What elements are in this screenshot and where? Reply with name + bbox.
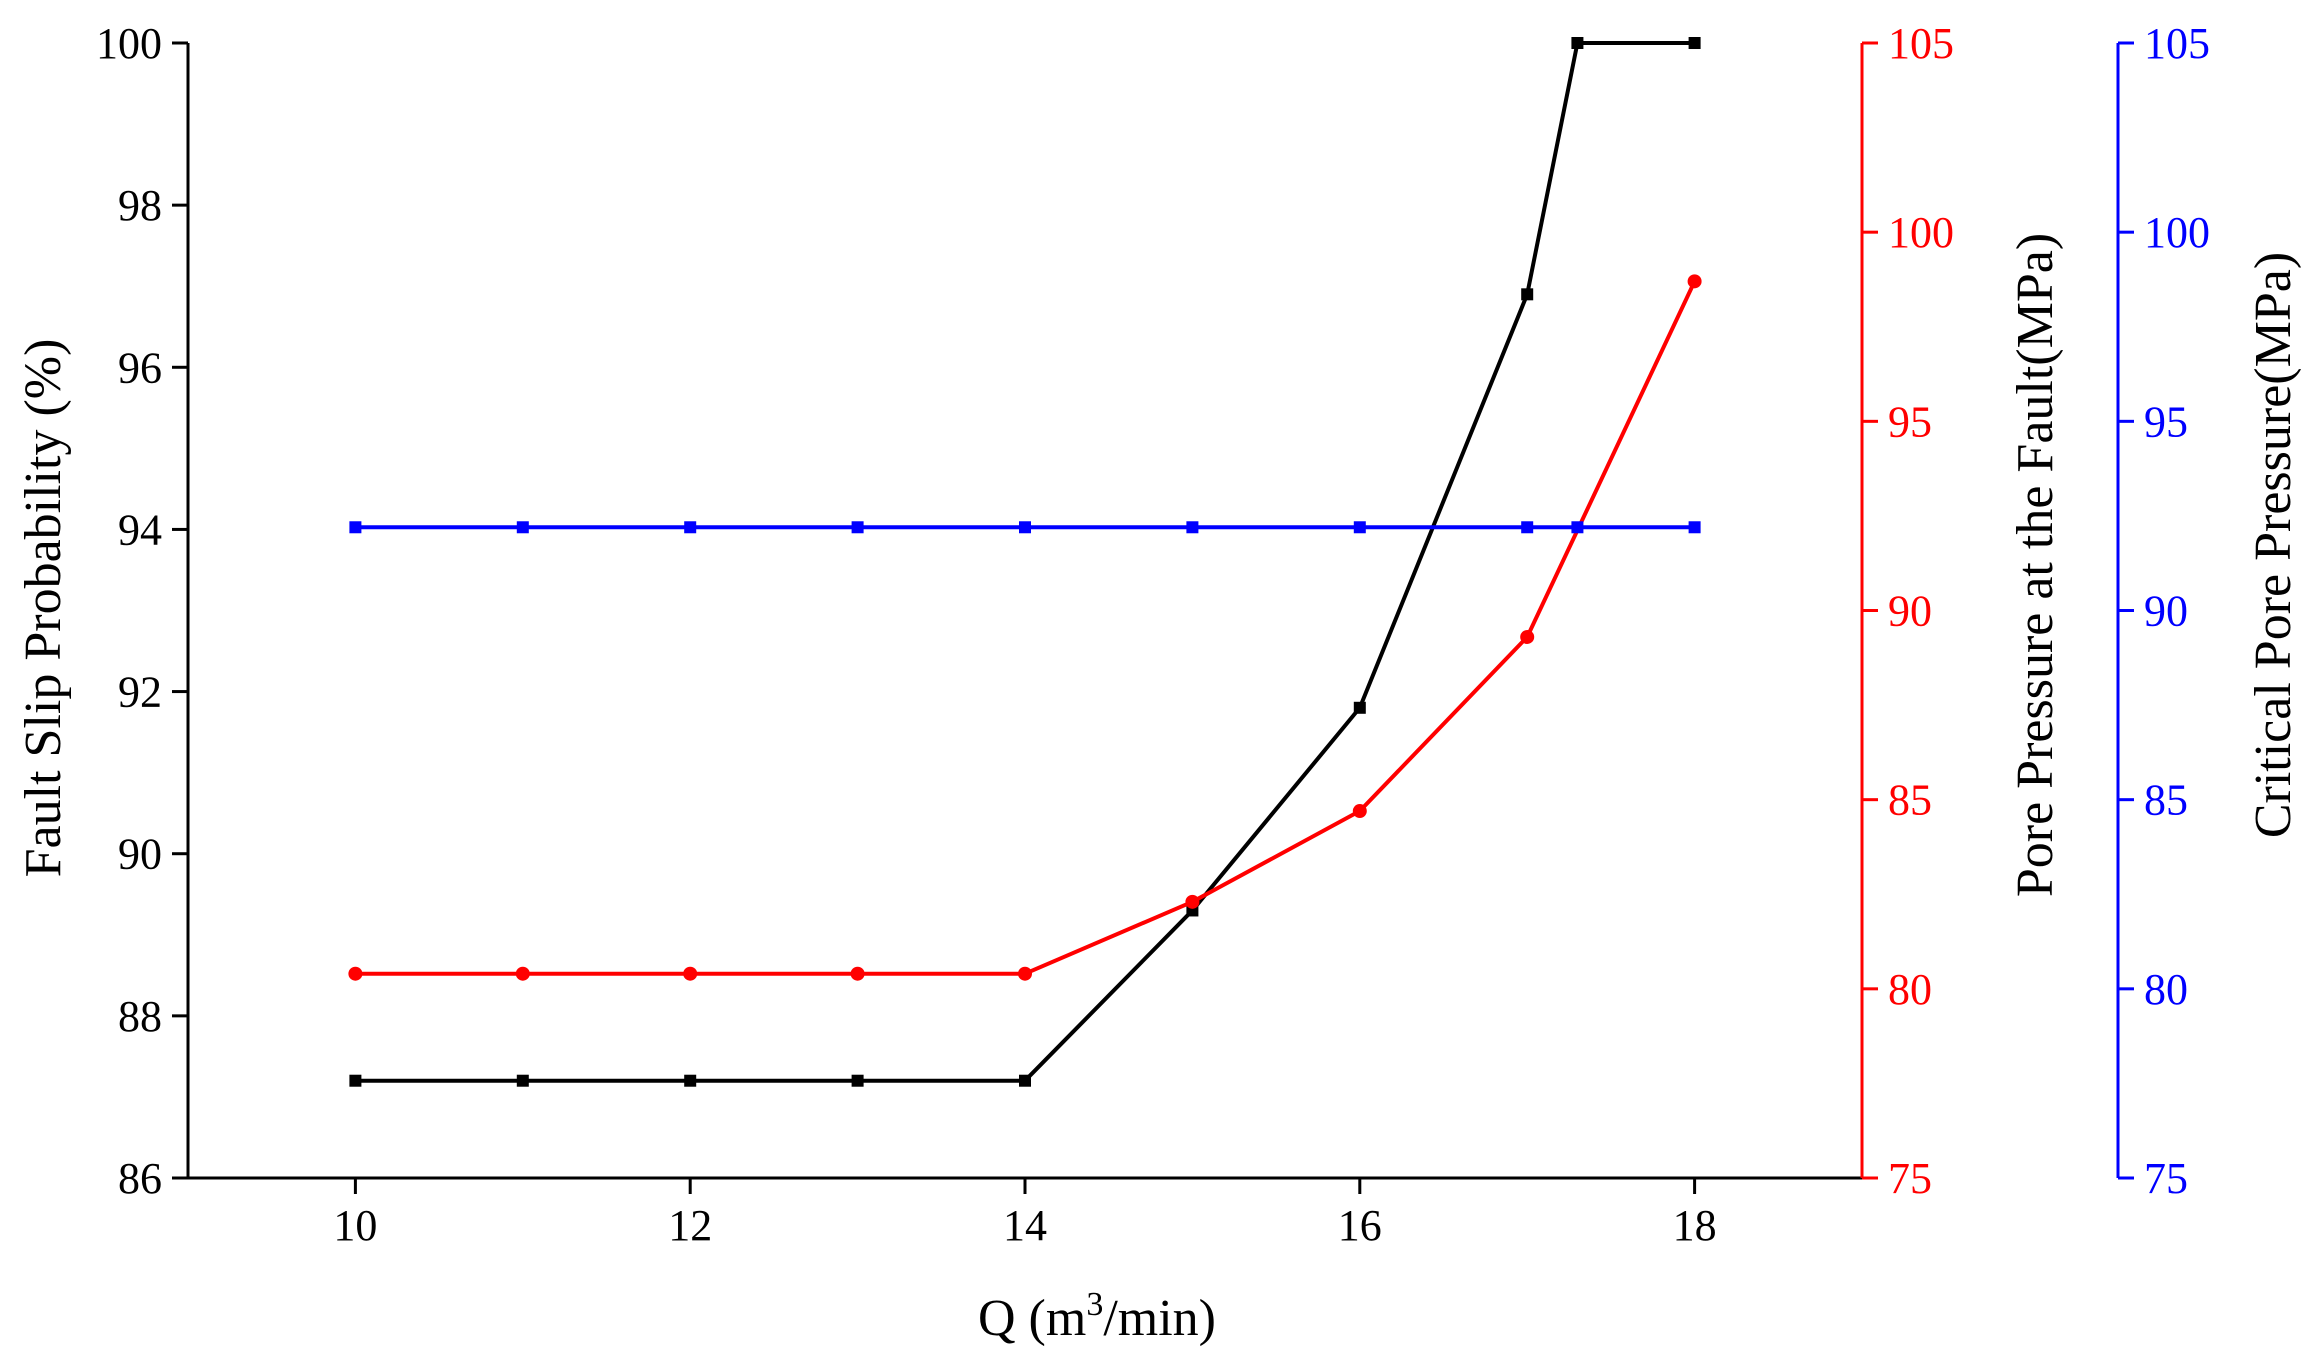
series-1-point [683, 966, 698, 981]
left-tick-label: 100 [96, 19, 162, 68]
left-tick-label: 92 [118, 668, 162, 717]
series-0-line [355, 41, 1695, 1083]
right1-tick-label: 105 [1888, 19, 1954, 68]
left-tick-label: 96 [118, 343, 162, 392]
series-layer [348, 37, 1702, 1087]
right2-tick-label: 90 [2144, 587, 2188, 636]
series-1-point [850, 966, 865, 981]
series-2-point [1186, 521, 1199, 534]
x-axis-title-sup: 3 [1086, 1286, 1103, 1323]
series-0-point [684, 1074, 697, 1087]
x-tick-label: 18 [1673, 1201, 1717, 1250]
right2-axis-title: Critical Pore Pressure(MPa) [2245, 252, 2302, 838]
left-tick-label: 94 [118, 505, 162, 554]
left-axis-title: Fault Slip Probability (%) [15, 339, 72, 878]
right1-axis-title: Pore Pressure at the Fault(MPa) [2007, 233, 2064, 897]
right2-tick-label: 85 [2144, 776, 2188, 825]
right2-tick-label: 75 [2144, 1154, 2188, 1203]
series-1-point [1018, 966, 1032, 981]
series-1-point [1352, 804, 1367, 819]
series-2-point [1688, 521, 1701, 534]
series-2-point [1353, 521, 1366, 534]
series-1-point [1185, 894, 1200, 909]
series-2-point [349, 521, 362, 534]
right1-tick-label: 90 [1888, 587, 1932, 636]
series-2-point [1571, 521, 1584, 534]
series-0-point [1688, 37, 1701, 49]
left-tick-label: 90 [118, 830, 162, 879]
series-0-point [1571, 37, 1584, 49]
x-axis-title: Q (m3/min) [978, 1286, 1216, 1347]
x-tick-label: 10 [333, 1201, 377, 1250]
series-1-point [1687, 274, 1702, 289]
series-1-point [515, 966, 530, 981]
right2-tick-label: 100 [2144, 208, 2210, 257]
right1-tick-label: 100 [1888, 208, 1954, 257]
axes-layer: 10 12 14 16 18 86 88 90 92 94 96 98 100 75 80 85 90 95 100… [96, 19, 2210, 1250]
left-tick-label: 98 [118, 181, 162, 230]
series-0-point [1353, 701, 1366, 714]
right2-tick-label: 80 [2144, 965, 2188, 1014]
series-2-point [1019, 521, 1031, 534]
right2-tick-label: 95 [2144, 397, 2188, 446]
series-1-line [355, 280, 1697, 976]
series-2-point [1521, 521, 1534, 534]
x-axis-title-suffix: /min) [1103, 1290, 1216, 1347]
x-tick-label: 12 [668, 1201, 712, 1250]
series-0-point [349, 1074, 362, 1087]
left-tick-label: 88 [118, 992, 162, 1041]
right2-tick-label: 105 [2144, 19, 2210, 68]
right1-tick-label: 95 [1888, 397, 1932, 446]
right1-tick-label: 75 [1888, 1154, 1932, 1203]
left-tick-label: 86 [118, 1154, 162, 1203]
x-tick-label: 16 [1338, 1201, 1382, 1250]
right1-tick-label: 80 [1888, 965, 1932, 1014]
series-2-point [516, 521, 529, 534]
series-0-point [1019, 1074, 1031, 1087]
series-1-point [348, 966, 363, 981]
right1-tick-label: 85 [1888, 776, 1932, 825]
series-0-point [851, 1074, 864, 1087]
series-2-point [684, 521, 697, 534]
series-2-point [851, 521, 864, 534]
x-axis-title-prefix: Q (m [978, 1290, 1086, 1347]
series-1-point [1520, 629, 1535, 644]
series-0-point [1521, 288, 1534, 301]
series-0-point [516, 1074, 529, 1087]
x-tick-label: 14 [1003, 1201, 1047, 1250]
